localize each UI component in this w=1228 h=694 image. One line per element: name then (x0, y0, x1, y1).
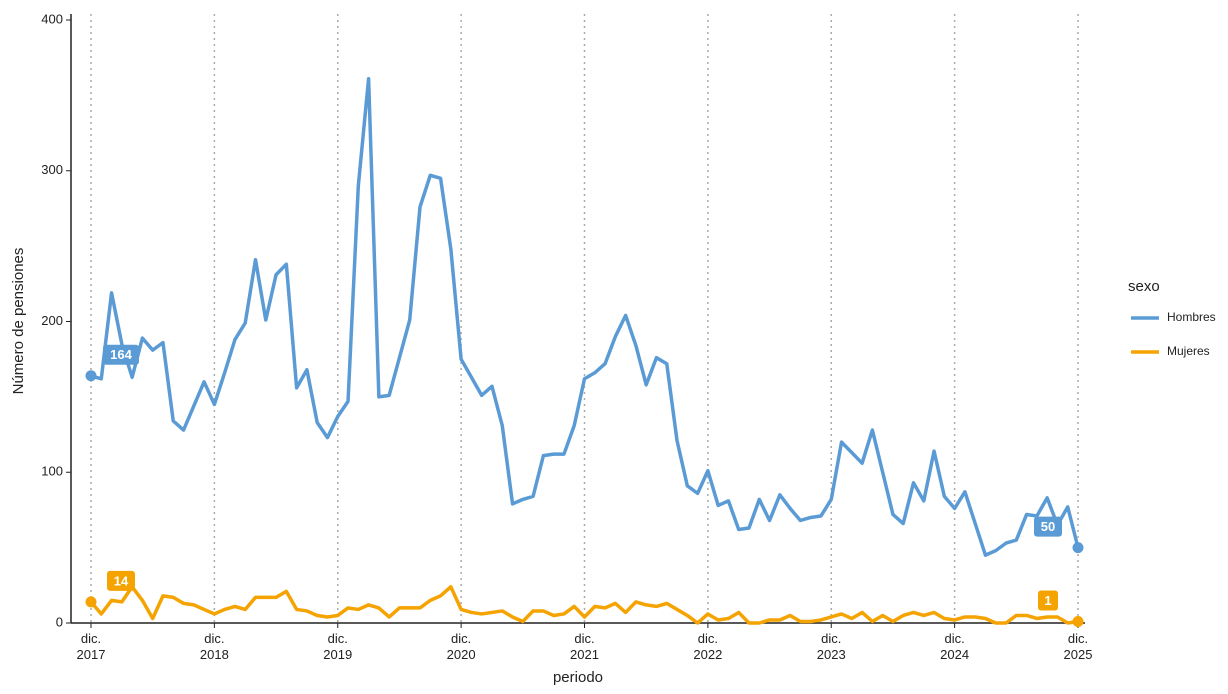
x-axis-title: periodo (553, 669, 603, 686)
y-tick-label: 100 (41, 464, 63, 479)
end-point (1072, 542, 1084, 554)
value-label-box (103, 344, 139, 365)
x-tick-label: dic. 2024 (940, 631, 969, 662)
x-tick-label: dic. 2025 (1064, 631, 1093, 662)
legend-label: Mujeres (1167, 344, 1210, 358)
y-axis-title: Número de pensiones (10, 248, 27, 395)
value-label-box (107, 570, 135, 591)
value-label-box (1038, 590, 1058, 611)
y-tick-label: 400 (41, 11, 63, 26)
end-point (85, 596, 97, 608)
y-tick-label: 200 (41, 313, 63, 328)
legend-label: Hombres (1167, 310, 1216, 324)
x-tick-label: dic. 2018 (200, 631, 229, 662)
x-tick-label: dic. 2017 (77, 631, 106, 662)
y-tick-label: 0 (56, 614, 63, 629)
x-tick-label: dic. 2019 (323, 631, 352, 662)
value-label-box (1034, 516, 1062, 537)
value-label: 1 (1044, 593, 1051, 608)
value-label: 14 (114, 573, 129, 588)
legend-title: sexo (1128, 278, 1160, 295)
value-label: 164 (110, 347, 132, 362)
x-tick-label: dic. 2020 (447, 631, 476, 662)
y-tick-label: 300 (41, 162, 63, 177)
x-tick-label: dic. 2022 (693, 631, 722, 662)
series-line (89, 585, 1079, 625)
value-label: 50 (1041, 519, 1055, 534)
x-tick-label: dic. 2023 (817, 631, 846, 662)
x-tick-label: dic. 2021 (570, 631, 599, 662)
series-line (90, 77, 1080, 557)
end-point (1072, 615, 1084, 627)
end-point (85, 370, 97, 382)
